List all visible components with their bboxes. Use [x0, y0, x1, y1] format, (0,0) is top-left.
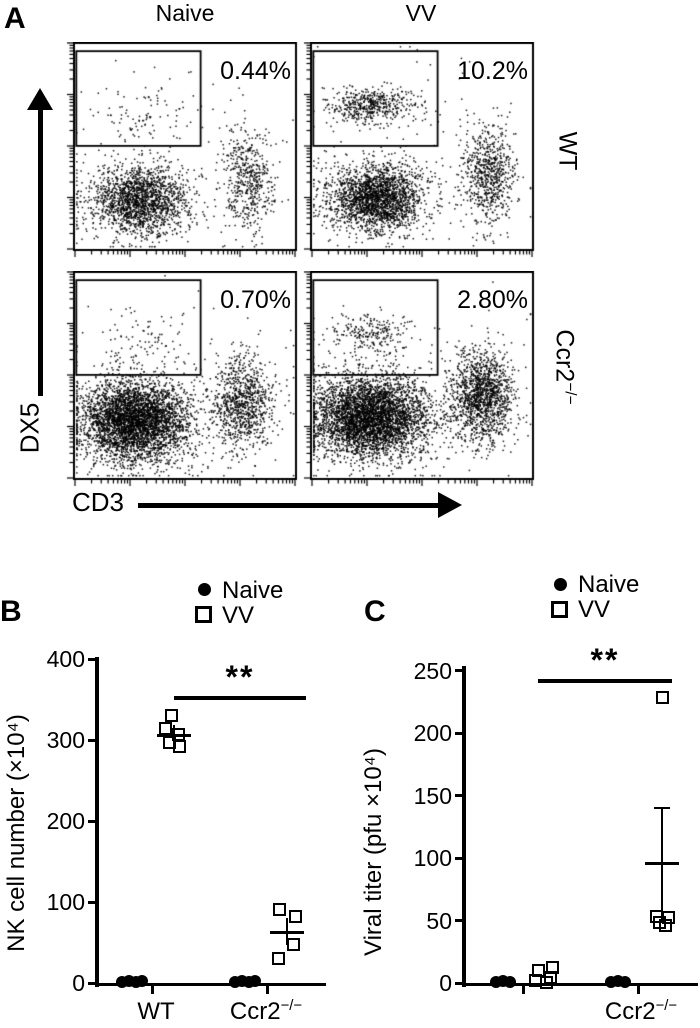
legend-c-naive-label: Naive	[578, 571, 640, 598]
panel-b-y-tick	[88, 819, 95, 823]
legend-vv-label: VV	[222, 602, 255, 629]
flow-plot-wt-naive	[63, 42, 303, 262]
panel-b-mean-bar	[157, 733, 191, 737]
panel-c-mean-bar	[645, 861, 679, 865]
x-axis-label-cd3: CD3	[72, 487, 125, 517]
panel-c-y-axis-label: Viral titer (pfu ×10⁴)	[360, 748, 387, 956]
panel-c-y-tick-label: 50	[426, 907, 452, 934]
panel-c-x-tick	[521, 986, 525, 994]
panel-c-y-tick-label: 250	[413, 657, 452, 684]
panel-b-y-tick	[88, 657, 95, 661]
panel-c-data-point-naive	[504, 975, 516, 988]
panel-b-data-point-vv	[272, 951, 285, 965]
panel-c-significance-label: **	[590, 642, 620, 678]
panel-b-y-tick-label: 100	[46, 889, 85, 915]
panel-c-y-tick	[455, 856, 462, 860]
panel-c-xcat-ccr2-sup: −/−	[655, 998, 678, 1014]
row-label-ccr2-sup: −/−	[561, 382, 579, 405]
row-label-wt: WT	[552, 132, 581, 171]
x-axis-arrow-shaft	[138, 503, 438, 508]
panel-c-data-point-vv	[532, 963, 545, 977]
panel-c-significance-bar	[538, 679, 672, 683]
flow-plot-ccr2-vv	[300, 271, 540, 491]
panel-b-y-tick-label: 200	[46, 808, 85, 834]
panel-b-y-tick-label: 0	[72, 970, 85, 996]
panel-c-xcat-ccr2: Ccr2−/−	[591, 998, 691, 1026]
row-label-ccr2-text: Ccr2	[550, 329, 579, 383]
panel-b-y-tick-label: 400	[46, 646, 85, 672]
panel-b-y-tick	[88, 900, 95, 904]
legend-naive-label: Naive	[222, 577, 284, 604]
legend-c-vv-marker-icon	[551, 601, 568, 618]
panel-b-data-point-naive	[249, 975, 261, 988]
panel-b-x-axis	[95, 982, 326, 986]
panel-c-y-tick	[455, 731, 462, 735]
panel-b-significance-label: **	[225, 659, 255, 695]
x-axis-arrowhead-icon	[438, 492, 462, 518]
panel-b-xcat-wt: WT	[116, 998, 196, 1026]
panel-b-x-tick	[265, 986, 269, 994]
panel-b-x-tick	[150, 986, 154, 994]
gate-percent-wt-naive: 0.44%	[220, 57, 291, 85]
panel-c-data-point-vv	[656, 691, 669, 704]
panel-c-y-tick	[455, 794, 462, 797]
panel-b-significance-bar	[174, 696, 306, 700]
gate-percent-ccr2-vv: 2.80%	[457, 286, 528, 314]
panel-c-xcat-ccr2-text: Ccr2	[604, 998, 656, 1025]
panel-b-data-point-vv	[287, 937, 300, 951]
panel-c-error-cap	[654, 806, 670, 810]
panel-b-data-point-vv	[165, 708, 178, 722]
panel-c-data-point-vv	[544, 971, 557, 984]
panel-c-y-tick	[455, 981, 462, 985]
panel-b-y-axis-label: NK cell number (×10⁴)	[3, 714, 30, 952]
panel-c-y-axis	[462, 666, 466, 987]
y-axis-label-dx5: DX5	[14, 402, 45, 454]
panel-b-xcat-ccr2-text: Ccr2	[229, 998, 281, 1025]
panel-c-y-tick	[455, 669, 462, 672]
y-axis-arrowhead-icon	[27, 88, 53, 110]
panel-b-data-point-vv	[289, 910, 302, 924]
gate-percent-wt-vv: 10.2%	[457, 57, 528, 85]
row-label-ccr2: Ccr2−/−	[549, 329, 578, 404]
panel-b-y-tick-label: 300	[46, 727, 85, 753]
panel-c-y-tick-label: 200	[413, 720, 452, 746]
panel-b-data-point-vv	[273, 903, 286, 917]
panel-c-y-tick-label: 150	[413, 782, 452, 809]
panel-c-x-axis	[462, 982, 698, 986]
column-header-naive: Naive	[155, 0, 215, 26]
panel-c-y-tick	[455, 919, 462, 922]
panel-b-y-tick	[88, 738, 95, 742]
panel-c-data-point-vv	[659, 918, 672, 932]
y-axis-arrow-shaft	[38, 106, 43, 396]
panel-b-mean-bar	[270, 931, 304, 935]
panel-c-data-point-naive	[619, 975, 631, 988]
legend-naive-marker-icon	[198, 583, 211, 596]
panel-b-data-point-vv	[173, 740, 186, 754]
legend-c-vv-label: VV	[578, 596, 611, 623]
panel-b-data-point-naive	[136, 975, 148, 988]
row-label-wt-text: WT	[553, 131, 582, 171]
panel-b-xcat-ccr2-sup: −/−	[280, 998, 303, 1014]
panel-b-xcat-ccr2: Ccr2−/−	[216, 998, 316, 1026]
panel-c-data-point-vv	[546, 961, 559, 974]
panel-b-y-axis	[95, 657, 99, 987]
panel-b-label: B	[0, 595, 22, 628]
flow-plot-ccr2-naive	[63, 271, 303, 491]
panel-c-y-tick-label: 0	[439, 970, 452, 996]
panel-c-x-tick	[636, 986, 640, 994]
legend-c-naive-marker-icon	[554, 578, 567, 591]
panel-c-label: C	[364, 595, 386, 628]
gate-percent-ccr2-naive: 0.70%	[220, 286, 291, 314]
panel-b-xcat-wt-text: WT	[137, 998, 175, 1025]
legend-vv-marker-icon	[195, 606, 212, 623]
panel-a-label: A	[4, 2, 26, 35]
flow-plot-wt-vv	[300, 42, 540, 262]
column-header-vv: VV	[405, 0, 437, 26]
panel-c-y-tick-label: 100	[413, 845, 452, 871]
panel-b-y-tick	[88, 981, 95, 985]
